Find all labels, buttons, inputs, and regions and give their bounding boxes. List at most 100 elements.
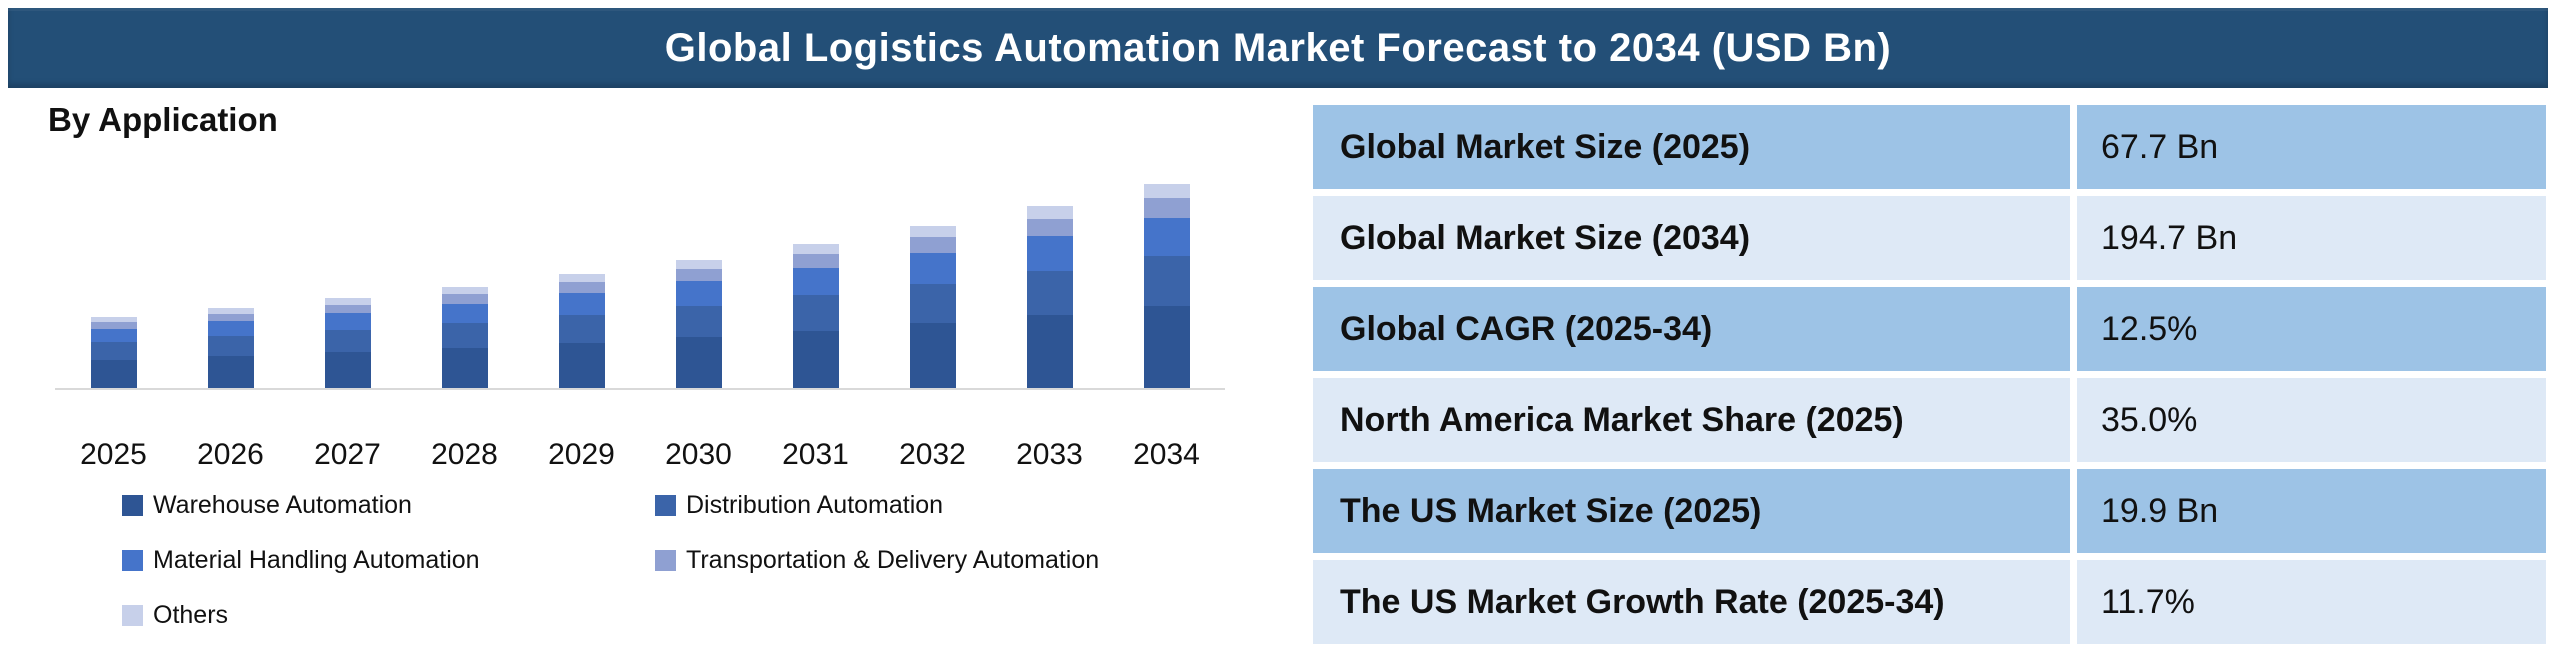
legend-swatch-icon [655, 495, 676, 516]
x-axis-label: 2027 [314, 438, 381, 471]
stat-value-cell: 19.9 Bn [2077, 469, 2546, 553]
legend-item-others: Others [122, 601, 655, 630]
column-divider [2070, 196, 2077, 280]
bar-segment-warehouse-automation [207, 356, 254, 388]
stat-value-cell: 67.7 Bn [2077, 105, 2546, 189]
table-row: Global Market Size (2034) 194.7 Bn [1313, 196, 2546, 280]
bar-segment-others [1143, 184, 1190, 199]
stat-value-cell: 11.7% [2077, 560, 2546, 644]
x-axis-label: 2028 [431, 438, 498, 471]
x-axis-labels: 2025 2026 2027 2028 2029 2030 2031 2032 2033 2034 [55, 438, 1225, 472]
bar-segment-transportation-delivery-automation [207, 313, 254, 322]
x-axis-label: 2026 [197, 438, 264, 471]
bar-segment-material-handling-automation [909, 252, 956, 284]
bar-segment-distribution-automation [1143, 256, 1190, 307]
bar-segment-warehouse-automation [558, 342, 605, 388]
stacked-bar-2027 [324, 298, 371, 388]
stacked-bar-2034 [1143, 184, 1190, 388]
stats-table: Global Market Size (2025) 67.7 Bn Global M… [1313, 105, 2546, 651]
legend-item-warehouse-automation: Warehouse Automation [122, 491, 655, 520]
bar-segment-warehouse-automation [90, 359, 137, 388]
table-row: North America Market Share (2025) 35.0% [1313, 378, 2546, 462]
bar-segment-others [441, 287, 488, 295]
bar-segment-others [207, 308, 254, 314]
x-axis-label: 2034 [1133, 438, 1200, 471]
bar-segment-distribution-automation [1026, 270, 1073, 316]
bar-segment-material-handling-automation [441, 303, 488, 323]
bar-segment-material-handling-automation [324, 313, 371, 331]
bar-segment-material-handling-automation [1026, 236, 1073, 271]
bar-segment-warehouse-automation [792, 330, 839, 388]
stacked-bar-2029 [558, 274, 605, 388]
bar-segment-distribution-automation [558, 314, 605, 343]
column-divider [2070, 560, 2077, 644]
stacked-bar-2030 [675, 260, 722, 388]
bar-segment-others [90, 317, 137, 323]
legend-swatch-icon [122, 550, 143, 571]
bar-segment-others [1026, 205, 1073, 219]
x-axis-label: 2029 [548, 438, 615, 471]
bar-segment-others [558, 274, 605, 283]
legend-label: Material Handling Automation [153, 546, 480, 574]
stacked-bar-2026 [207, 308, 254, 388]
bar-segment-warehouse-automation [441, 347, 488, 388]
stat-value-cell: 35.0% [2077, 378, 2546, 462]
legend-item-material-handling-automation: Material Handling Automation [122, 546, 655, 575]
legend-swatch-icon [122, 605, 143, 626]
legend-label: Others [153, 601, 229, 629]
bar-segment-warehouse-automation [675, 336, 722, 388]
chart-section-title: By Application [48, 101, 278, 138]
table-row: Global CAGR (2025-34) 12.5% [1313, 287, 2546, 371]
bar-segment-others [909, 226, 956, 238]
plot-area [55, 110, 1225, 390]
bar-segment-distribution-automation [909, 283, 956, 324]
legend-label: Distribution Automation [686, 491, 944, 519]
stacked-bar-2032 [909, 226, 956, 388]
bar-segment-warehouse-automation [1026, 315, 1073, 388]
legend-item-transportation-delivery-automation: Transportation & Delivery Automation [655, 546, 1295, 575]
stacked-bar-2025 [90, 317, 137, 388]
bar-segment-warehouse-automation [1143, 306, 1190, 388]
x-axis-label: 2032 [899, 438, 966, 471]
bar-segment-transportation-delivery-automation [90, 322, 137, 329]
column-divider [2070, 378, 2077, 462]
stat-value-cell: 12.5% [2077, 287, 2546, 371]
stat-label-cell: The US Market Growth Rate (2025-34) [1313, 560, 2070, 644]
stat-label-cell: The US Market Size (2025) [1313, 469, 2070, 553]
bar-segment-others [324, 298, 371, 305]
legend-swatch-icon [122, 495, 143, 516]
bar-segment-others [792, 244, 839, 255]
stacked-bar-2033 [1026, 205, 1073, 388]
bar-segment-transportation-delivery-automation [441, 294, 488, 304]
bar-segment-transportation-delivery-automation [558, 282, 605, 294]
bar-segment-material-handling-automation [675, 281, 722, 306]
bar-segment-material-handling-automation [207, 321, 254, 337]
legend-swatch-icon [655, 550, 676, 571]
stat-value-cell: 194.7 Bn [2077, 196, 2546, 280]
bar-segment-distribution-automation [792, 295, 839, 331]
column-divider [2070, 469, 2077, 553]
bar-segment-material-handling-automation [1143, 217, 1190, 257]
column-divider [2070, 105, 2077, 189]
stat-label-cell: Global Market Size (2034) [1313, 196, 2070, 280]
x-axis-label: 2030 [665, 438, 732, 471]
page-title: Global Logistics Automation Market Forec… [664, 25, 1892, 70]
bar-segment-transportation-delivery-automation [1143, 198, 1190, 218]
x-axis-label: 2033 [1016, 438, 1083, 471]
bar-segment-transportation-delivery-automation [909, 237, 956, 253]
chart-legend: Warehouse Automation Distribution Automat… [122, 478, 1295, 643]
x-axis-label: 2025 [80, 438, 147, 471]
stacked-bar-2031 [792, 244, 839, 388]
bar-segment-distribution-automation [90, 342, 137, 360]
x-axis-label: 2031 [782, 438, 849, 471]
title-banner: Global Logistics Automation Market Forec… [8, 8, 2548, 88]
bar-segment-others [675, 260, 722, 270]
bar-segment-warehouse-automation [909, 323, 956, 388]
table-row: The US Market Growth Rate (2025-34) 11.7% [1313, 560, 2546, 644]
bar-segment-distribution-automation [207, 336, 254, 356]
chart-section: By Application 2025 2026 2027 2028 2029 2030 2… [30, 95, 1285, 655]
legend-label: Warehouse Automation [153, 491, 412, 519]
bar-segment-material-handling-automation [90, 328, 137, 343]
bar-segment-distribution-automation [441, 322, 488, 348]
bar-segment-transportation-delivery-automation [675, 269, 722, 282]
